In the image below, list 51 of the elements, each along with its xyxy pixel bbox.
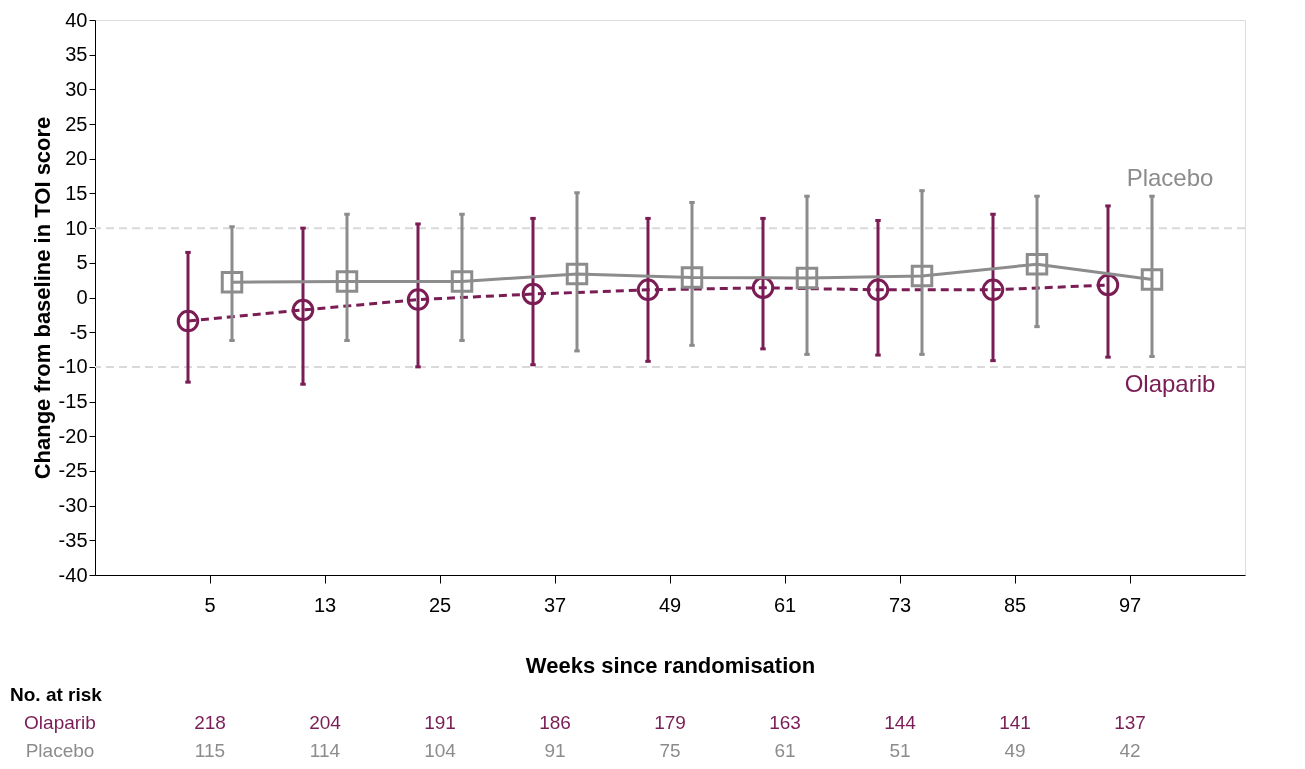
text: 114 [309,740,341,761]
x-tick-label: 73 [888,593,912,616]
text: Placebo [1126,164,1214,192]
text: Placebo [25,740,95,761]
text: 204 [309,712,342,733]
y-tick-label: 10 [65,216,88,239]
x-tick-label: 5 [204,593,216,616]
text: Olaparib [24,712,96,733]
x-tick-label: 37 [543,593,567,616]
x-tick-label: 61 [773,593,797,616]
text: 144 [884,712,917,733]
text: 186 [539,712,571,733]
text: 51 [889,740,911,761]
y-tick-label: 25 [65,112,88,135]
text: 191 [424,712,456,733]
x-tick-label: 85 [1003,593,1027,616]
y-tick-label: 30 [65,77,88,100]
text: 115 [194,740,226,761]
x-tick-label: 97 [1118,593,1142,616]
text: 91 [544,740,566,761]
y-axis-title: Change from baseline in TOI score [29,116,55,480]
x-tick-label: 49 [658,593,682,616]
text: 42 [1119,740,1141,761]
y-tick-label: -15 [58,390,88,413]
y-tick-label: -5 [69,320,88,343]
y-tick-label: -40 [58,563,88,586]
y-tick-label: -30 [58,494,88,517]
y-tick-label: 5 [76,251,88,274]
y-tick-label: 15 [65,181,88,204]
y-tick-label: 20 [65,147,88,170]
x-axis-title: Weeks since randomisation [525,652,816,678]
text: 137 [1114,712,1146,733]
y-tick-label: -20 [58,424,88,447]
text: 104 [424,740,457,761]
text: 163 [769,712,801,733]
x-tick-label: 13 [313,593,337,616]
text: No. at risk [10,684,103,705]
text: 218 [194,712,226,733]
text: 141 [999,712,1031,733]
y-tick-label: -10 [58,355,88,378]
y-tick-label: 40 [65,8,88,31]
text: 179 [654,712,686,733]
y-tick-label: -35 [58,528,88,551]
x-tick-label: 25 [428,593,452,616]
y-tick-label: 0 [76,286,88,308]
y-tick-label: -25 [58,459,88,482]
text: 75 [659,740,681,761]
text: 49 [1004,740,1026,761]
y-tick-label: 35 [65,43,88,66]
text: 61 [774,740,796,761]
text: Olaparib [1124,370,1216,398]
